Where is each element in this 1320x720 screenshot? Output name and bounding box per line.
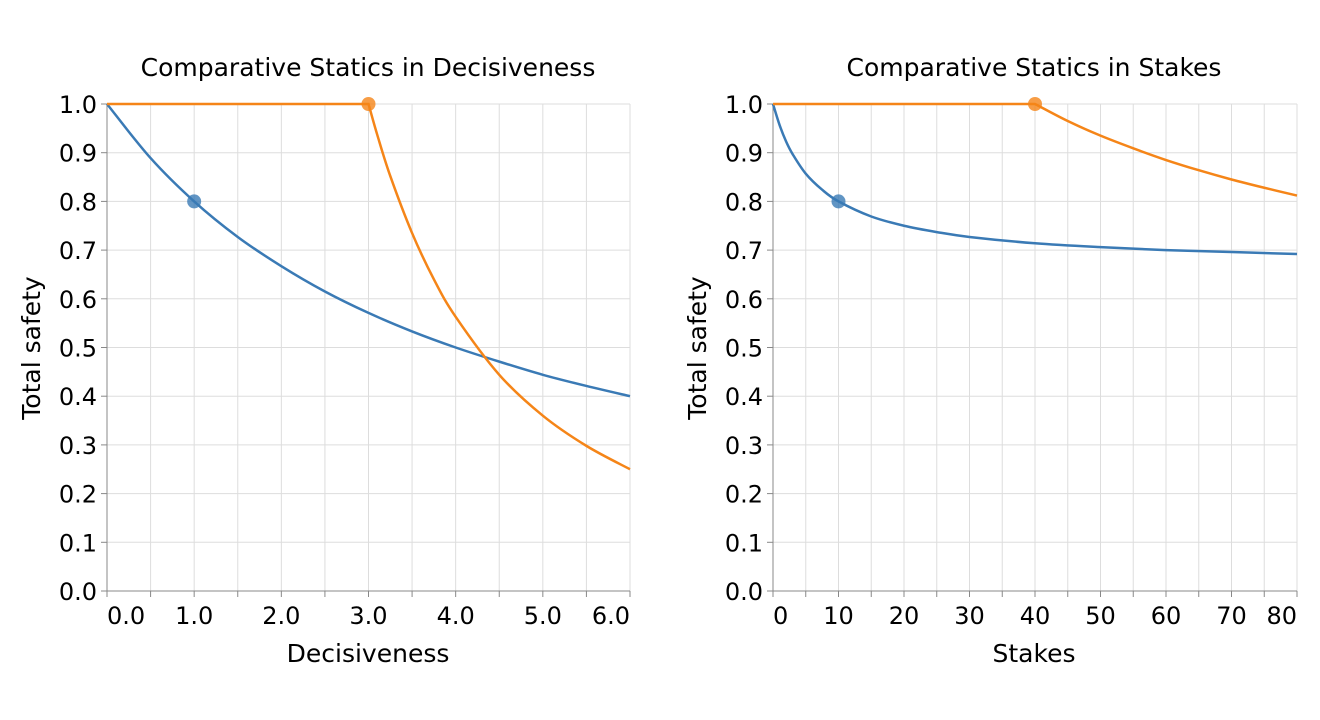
y-tick-label: 0.4 — [59, 383, 97, 411]
x-tick-label: 1.0 — [175, 602, 213, 630]
series-marker-0 — [831, 194, 846, 209]
y-tick-label: 0.3 — [59, 432, 97, 460]
x-tick-label: 60 — [1151, 602, 1182, 630]
y-tick-label: 0.0 — [59, 578, 97, 606]
y-tick-label: 0.1 — [59, 529, 97, 557]
y-tick-label: 0.5 — [725, 335, 763, 363]
x-tick-label: 40 — [1020, 602, 1051, 630]
x-tick-label: 50 — [1085, 602, 1116, 630]
y-tick-label: 0.2 — [59, 481, 97, 509]
x-tick-label: 4.0 — [437, 602, 475, 630]
y-tick-label: 0.8 — [725, 188, 763, 216]
x-tick-label: 0 — [773, 602, 788, 630]
x-tick-label: 0.0 — [107, 602, 145, 630]
x-tick-label: 2.0 — [262, 602, 300, 630]
series-marker-1 — [361, 97, 376, 111]
chart-title: Comparative Statics in Stakes — [847, 53, 1222, 82]
y-tick-label: 0.6 — [59, 286, 97, 314]
y-tick-label: 1.0 — [59, 91, 97, 119]
y-tick-label: 0.4 — [725, 383, 763, 411]
x-axis-title: Stakes — [993, 639, 1076, 668]
x-tick-label: 30 — [954, 602, 985, 630]
y-tick-label: 0.2 — [725, 481, 763, 509]
y-tick-label: 0.5 — [59, 335, 97, 363]
y-tick-label: 0.6 — [725, 286, 763, 314]
x-axis-title: Decisiveness — [287, 639, 450, 668]
y-tick-label: 0.8 — [59, 188, 97, 216]
y-tick-label: 0.3 — [725, 432, 763, 460]
series-line-1 — [107, 102, 631, 471]
y-tick-label: 0.9 — [59, 140, 97, 168]
x-tick-label: 6.0 — [592, 602, 630, 630]
series-line-0 — [771, 103, 1298, 256]
grid — [772, 103, 1298, 592]
chart-title: Comparative Statics in Decisiveness — [141, 53, 596, 82]
y-axis-title: Total safety — [17, 276, 46, 421]
series-marker-1 — [1028, 97, 1042, 111]
x-tick-label: 20 — [889, 602, 920, 630]
x-tick-label: 10 — [823, 602, 854, 630]
x-tick-label: 80 — [1266, 602, 1297, 630]
y-tick-label: 1.0 — [725, 91, 763, 119]
y-tick-label: 0.1 — [725, 529, 763, 557]
x-tick-label: 5.0 — [524, 602, 562, 630]
y-tick-label: 0.0 — [725, 578, 763, 606]
y-tick-label: 0.7 — [725, 237, 763, 265]
x-tick-label: 70 — [1216, 602, 1247, 630]
y-axis-title: Total safety — [683, 276, 712, 421]
x-tick-label: 3.0 — [349, 602, 387, 630]
chart-stakes: Comparative Statics in Stakes Stakes Tot… — [683, 53, 1298, 668]
grid — [106, 103, 631, 592]
series-line-1 — [773, 102, 1298, 197]
series-marker-0 — [187, 194, 202, 209]
y-tick-label: 0.9 — [725, 140, 763, 168]
chart-decisiveness: Comparative Statics in Decisiveness Deci… — [17, 53, 631, 668]
y-tick-label: 0.7 — [59, 237, 97, 265]
